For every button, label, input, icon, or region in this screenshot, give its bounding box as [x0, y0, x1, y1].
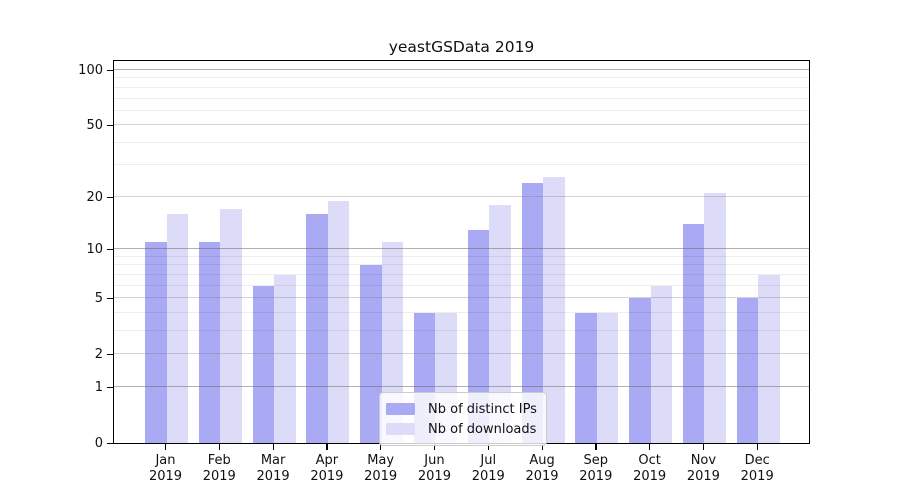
y-tick-label-20: 20	[86, 189, 103, 205]
gridline-60	[114, 109, 809, 111]
x-tick-label-nov-2019: Nov 2019	[686, 453, 720, 484]
gridline-7	[114, 273, 809, 275]
x-tick-label-sep-2019: Sep 2019	[579, 453, 613, 484]
x-tick-label-feb-2019: Feb 2019	[202, 453, 236, 484]
gridline-3	[114, 329, 809, 331]
bar-nb-of-distinct-ips-sep	[575, 312, 597, 443]
gridline-100	[114, 69, 809, 70]
bar-nb-of-downloads-sep	[596, 312, 619, 443]
gridline-70	[114, 97, 809, 99]
x-tick-label-aug-2019: Aug 2019	[525, 453, 559, 484]
y-tick-mark-1	[107, 386, 113, 389]
x-tick-mark-oct-2019	[649, 444, 651, 450]
bar-nb-of-downloads-aug	[543, 176, 565, 443]
y-tick-label-50: 50	[86, 118, 103, 134]
x-tick-mark-may-2019	[380, 444, 382, 450]
bar-nb-of-distinct-ips-oct	[629, 298, 651, 443]
gridline-4	[114, 311, 809, 313]
x-tick-label-mar-2019: Mar 2019	[256, 453, 290, 484]
x-tick-label-jan-2019: Jan 2019	[148, 453, 183, 484]
bar-nb-of-distinct-ips-jul	[467, 229, 490, 443]
x-tick-mark-dec-2019	[756, 444, 758, 450]
bar-nb-of-downloads-nov	[704, 193, 726, 443]
gridline-5	[114, 297, 809, 299]
bar-nb-of-downloads-oct	[650, 285, 673, 443]
y-tick-mark-20	[107, 196, 113, 199]
bar-nb-of-downloads-jan	[166, 214, 188, 443]
legend-item-distinct-ips: Nb of distinct IPs	[386, 399, 537, 419]
gridline-20	[114, 195, 809, 197]
x-tick-label-dec-2019: Dec 2019	[740, 453, 774, 484]
y-tick-mark-10	[107, 249, 113, 251]
y-tick-label-5: 5	[94, 291, 103, 307]
gridline-9	[114, 255, 809, 257]
chart-title: yeastGSData 2019	[388, 38, 535, 56]
x-tick-mark-jun-2019	[433, 444, 436, 450]
bar-nb-of-distinct-ips-may	[360, 265, 382, 443]
bar-nb-of-distinct-ips-jan	[145, 242, 167, 443]
x-tick-label-apr-2019: Apr 2019	[310, 453, 344, 484]
y-tick-mark-100	[107, 70, 113, 72]
y-tick-label-10: 10	[86, 242, 103, 258]
y-tick-label-1: 1	[94, 379, 103, 395]
legend-swatch-distinct-ips	[386, 403, 415, 415]
x-tick-mark-apr-2019	[326, 444, 328, 450]
bar-nb-of-downloads-dec	[758, 274, 780, 443]
y-tick-mark-5	[107, 298, 113, 300]
gridline-10	[114, 248, 809, 250]
bar-nb-of-distinct-ips-dec	[736, 298, 759, 443]
gridline-6	[114, 284, 809, 286]
gridline-40	[114, 141, 809, 143]
x-tick-mark-feb-2019	[218, 444, 220, 450]
y-tick-mark-50	[107, 125, 113, 127]
bar-nb-of-distinct-ips-nov	[682, 224, 705, 443]
gridlines-layer	[114, 61, 809, 443]
bar-nb-of-distinct-ips-aug	[521, 182, 544, 443]
bar-nb-of-downloads-feb	[220, 209, 242, 443]
bar-nb-of-downloads-mar	[274, 274, 296, 443]
x-tick-mark-mar-2019	[272, 444, 274, 450]
bar-nb-of-distinct-ips-feb	[198, 242, 221, 443]
bar-nb-of-distinct-ips-mar	[252, 285, 275, 443]
y-tick-label-2: 2	[94, 347, 103, 363]
y-tick-label-100: 100	[78, 63, 103, 78]
gridline-1	[114, 385, 809, 387]
gridline-30	[114, 164, 809, 166]
bars-layer	[114, 61, 809, 443]
gridline-80	[114, 86, 809, 88]
gridline-50	[114, 124, 809, 126]
bar-nb-of-downloads-jul	[489, 205, 511, 443]
x-tick-mark-aug-2019	[541, 444, 543, 450]
y-tick-mark-2	[107, 354, 113, 356]
x-tick-label-may-2019: May 2019	[364, 453, 398, 484]
x-tick-label-jul-2019: Jul 2019	[471, 453, 505, 484]
legend-swatch-downloads	[386, 423, 415, 435]
gridline-2	[114, 353, 809, 355]
plot-area	[113, 60, 810, 444]
x-tick-label-jun-2019: Jun 2019	[417, 453, 451, 484]
legend-label-distinct-ips: Nb of distinct IPs	[428, 401, 537, 417]
x-tick-label-oct-2019: Oct 2019	[633, 453, 667, 484]
legend-label-downloads: Nb of downloads	[428, 421, 537, 437]
bar-nb-of-distinct-ips-apr	[306, 214, 328, 443]
x-tick-mark-sep-2019	[595, 444, 597, 450]
y-tick-label-0: 0	[94, 436, 103, 451]
legend: Nb of distinct IPs Nb of downloads	[379, 392, 547, 446]
gridline-8	[114, 264, 809, 266]
y-tick-mark-0	[107, 443, 113, 445]
x-tick-mark-jul-2019	[487, 444, 489, 450]
bar-nb-of-downloads-apr	[327, 200, 350, 443]
legend-item-downloads: Nb of downloads	[386, 419, 536, 439]
gridline-90	[114, 77, 809, 79]
x-tick-mark-nov-2019	[702, 444, 705, 450]
x-tick-mark-jan-2019	[165, 444, 167, 450]
